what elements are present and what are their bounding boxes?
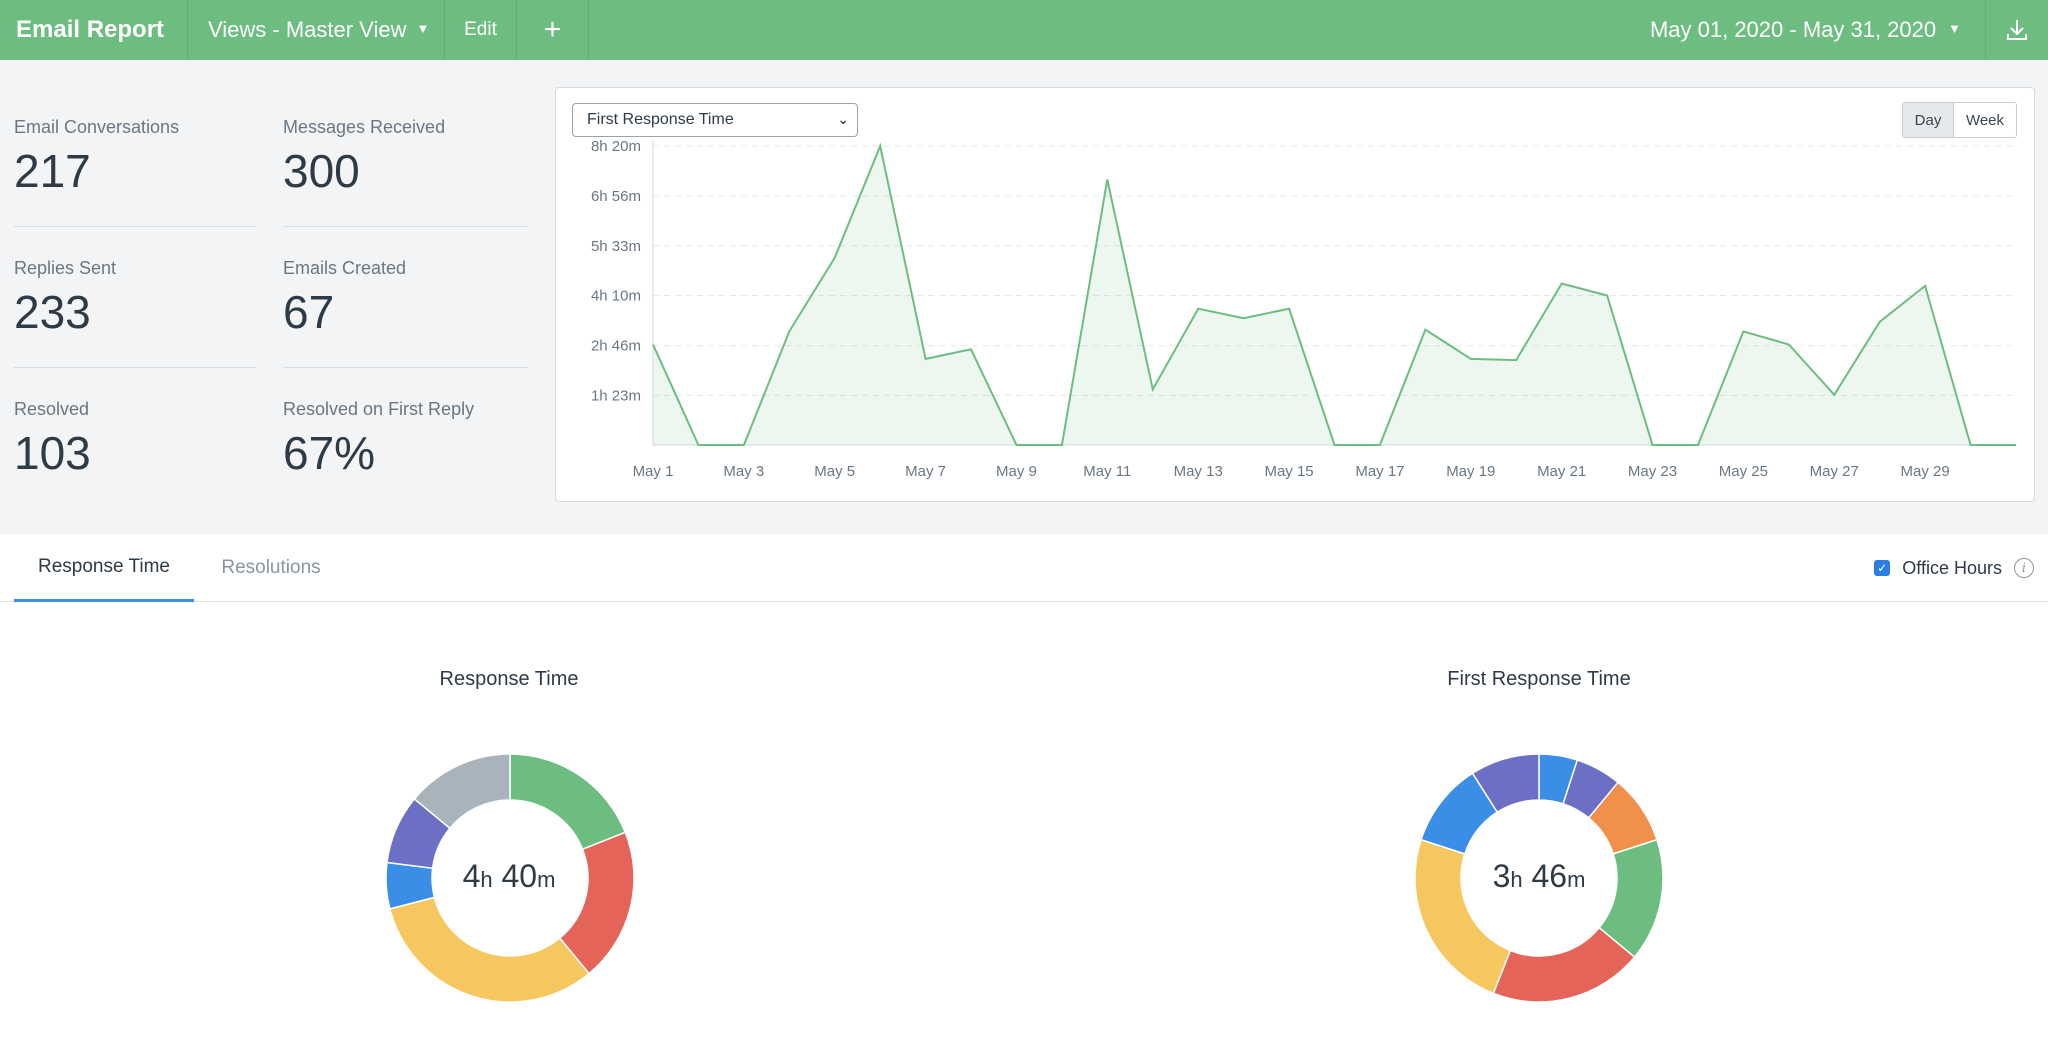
stat-resolved[interactable]: Resolved 103 (14, 399, 91, 480)
tab-response-time[interactable]: Response Time (14, 534, 194, 602)
x-tick-label: May 17 (1355, 463, 1404, 480)
trend-chart: 1h 23m 2h 46m 4h 10m 5h 33m 6h 56m 8h 20m May … (591, 138, 2016, 480)
x-tick-label: May 25 (1719, 463, 1768, 480)
x-tick-label: May 11 (1083, 463, 1131, 480)
x-tick-label: May 23 (1628, 463, 1677, 480)
stat-value: 67% (283, 427, 376, 479)
x-tick-label: May 3 (723, 463, 764, 480)
y-tick-label: 6h 56m (591, 188, 641, 205)
first-response-time-donut (1414, 753, 1664, 1003)
donut-slice[interactable] (413, 753, 511, 830)
x-tick-label: May 7 (905, 463, 946, 480)
stat-label: Resolved (14, 399, 90, 419)
metric-select-value: First Response Time (587, 111, 734, 128)
x-tick-label: May 15 (1264, 463, 1313, 480)
y-tick-label: 4h 10m (591, 288, 641, 305)
stat-value: 300 (283, 145, 360, 197)
donut-slice[interactable] (509, 753, 627, 851)
info-icon[interactable]: i (2014, 558, 2034, 578)
stat-label: Replies Sent (14, 258, 117, 278)
date-range-label: May 01, 2020 - May 31, 2020 (1649, 17, 1937, 42)
x-tick-label: May 29 (1901, 463, 1950, 480)
stat-label: Emails Created (283, 258, 407, 278)
series-area (653, 146, 2016, 445)
stat-replies-sent[interactable]: Replies Sent 233 (14, 258, 116, 339)
donut-center-value: 3h 46m (1492, 858, 1586, 894)
stat-value: 67 (283, 286, 335, 338)
edit-button[interactable]: Edit (445, 0, 517, 60)
donut-title-response-time: Response Time (439, 668, 579, 690)
stat-resolved-first-reply[interactable]: Resolved on First Reply 67% (283, 399, 474, 480)
office-hours-label: Office Hours (1902, 557, 2002, 578)
divider (283, 226, 529, 227)
download-button[interactable] (1986, 0, 2048, 60)
download-icon (2007, 20, 2027, 40)
stat-value: 103 (14, 427, 91, 479)
y-tick-label: 1h 23m (591, 387, 641, 404)
x-tick-label: May 9 (996, 463, 1037, 480)
x-tick-label: May 27 (1810, 463, 1859, 480)
chevron-down-icon: ▼ (1948, 20, 1961, 36)
donut-slice[interactable] (1492, 926, 1636, 1003)
office-hours-checkbox[interactable]: ✓ (1874, 560, 1891, 576)
stat-label: Messages Received (283, 117, 446, 137)
report-tabs: Response Time Resolutions ✓ Office Hours… (0, 534, 2048, 602)
stat-value: 233 (14, 286, 91, 338)
response-time-donut (385, 753, 635, 1003)
date-range-picker[interactable]: May 01, 2020 - May 31, 2020 ▼ (1650, 0, 1986, 60)
stat-messages-received[interactable]: Messages Received 300 (283, 117, 445, 198)
chevron-down-icon: ▼ (416, 20, 430, 36)
x-tick-label: May 19 (1446, 463, 1495, 480)
add-button[interactable]: + (517, 0, 589, 60)
y-tick-label: 8h 20m (591, 138, 641, 155)
top-bar: Email Report Views - Master View ▼ Edit … (0, 0, 2048, 60)
x-tick-label: May 5 (814, 463, 855, 480)
x-tick-label: May 21 (1537, 463, 1586, 480)
trend-chart-card: 1h 23m 2h 46m 4h 10m 5h 33m 6h 56m 8h 20m May … (555, 87, 2035, 502)
donut-title-first-response-time: First Response Time (1447, 668, 1631, 690)
stat-value: 217 (14, 145, 91, 197)
y-tick-label: 2h 46m (591, 338, 641, 355)
metric-select[interactable]: First Response Time ⌄ (572, 103, 858, 137)
donut-slice[interactable] (1414, 838, 1512, 995)
chevron-down-icon: ⌄ (837, 111, 849, 127)
stat-label: Resolved on First Reply (283, 399, 475, 419)
divider (14, 226, 256, 227)
x-tick-label: May 13 (1174, 463, 1223, 480)
report-title: Email Report (0, 0, 188, 60)
week-toggle[interactable]: Week (1953, 102, 2017, 138)
x-tick-label: May 1 (633, 463, 674, 480)
office-hours-toggle: ✓ Office Hours i (1874, 534, 2034, 602)
donut-center-value: 4h 40m (462, 858, 556, 894)
stat-emails-created[interactable]: Emails Created 67 (283, 258, 406, 339)
stat-email-conversations[interactable]: Email Conversations 217 (14, 117, 179, 198)
day-toggle[interactable]: Day (1902, 102, 1954, 138)
donut-slice[interactable] (388, 896, 591, 1003)
views-label: Views - Master View (208, 17, 407, 42)
series-line (652, 142, 2016, 446)
stat-label: Email Conversations (14, 117, 180, 137)
y-tick-label: 5h 33m (591, 238, 641, 255)
divider (14, 367, 256, 368)
divider (283, 367, 529, 368)
donut-slice[interactable] (1471, 753, 1540, 814)
tab-resolutions[interactable]: Resolutions (221, 557, 321, 578)
views-dropdown[interactable]: Views - Master View ▼ (188, 0, 445, 60)
